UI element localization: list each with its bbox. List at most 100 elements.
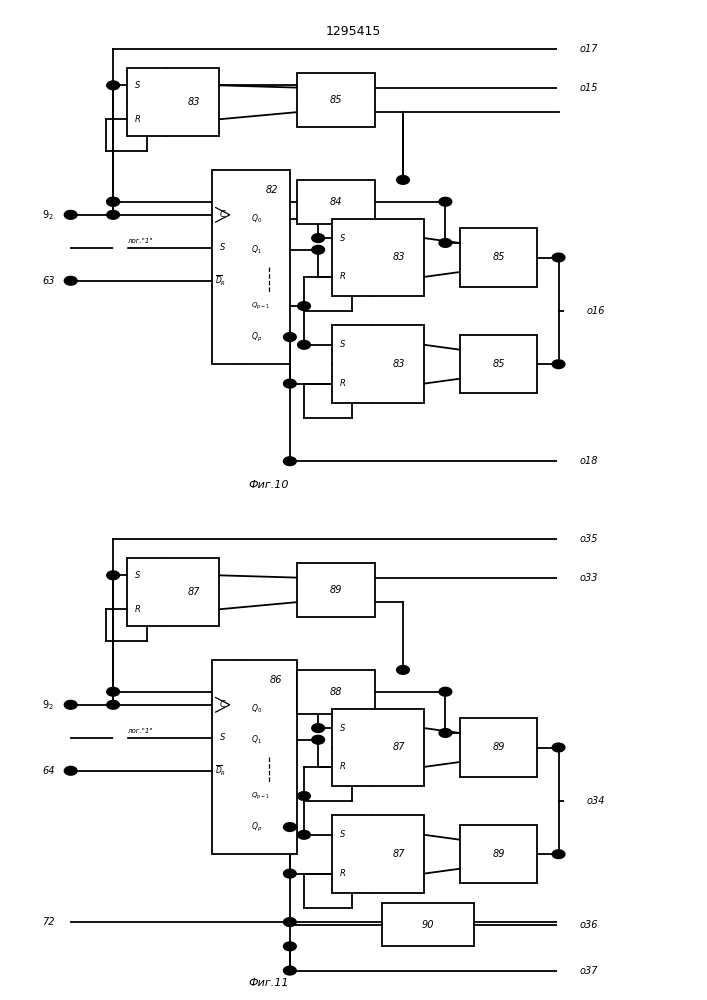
Circle shape [64,766,77,775]
Text: $Q_1$: $Q_1$ [251,243,262,256]
Circle shape [298,302,310,310]
Circle shape [439,729,452,737]
Text: о37: о37 [580,966,598,976]
Circle shape [558,917,573,927]
Circle shape [284,966,296,975]
Text: $9_2$: $9_2$ [42,698,54,712]
Text: $Q_p$: $Q_p$ [251,330,262,344]
Circle shape [397,176,409,184]
Text: о35: о35 [580,534,598,544]
Circle shape [107,210,119,219]
Text: 1295415: 1295415 [326,25,381,38]
Circle shape [558,919,573,930]
Bar [297,73,375,127]
Text: 89: 89 [492,742,505,752]
Text: $9_2$: $9_2$ [42,208,54,222]
Text: 85: 85 [492,359,505,369]
Circle shape [64,210,77,219]
Text: S: S [135,571,141,580]
Text: S: S [340,234,346,243]
Text: R: R [340,379,346,388]
Circle shape [107,700,119,709]
Circle shape [552,743,565,752]
Circle shape [284,333,296,341]
Text: лог."1": лог."1" [127,728,153,734]
Bar [297,180,375,224]
Circle shape [552,850,565,859]
Bar [127,558,219,626]
Circle shape [107,197,119,206]
Circle shape [298,340,310,349]
Text: 85: 85 [329,95,342,105]
Text: R: R [340,762,346,771]
Circle shape [312,234,325,242]
Text: 88: 88 [329,687,342,697]
Text: 63: 63 [42,276,55,286]
Text: лог."1": лог."1" [127,238,153,244]
Text: C: C [220,700,226,709]
Circle shape [565,306,580,316]
Text: S: S [220,243,226,252]
Text: о18: о18 [580,456,598,466]
Circle shape [312,245,325,254]
Bar [332,219,424,296]
Circle shape [284,942,296,951]
Circle shape [552,360,565,369]
Text: $Q_1$: $Q_1$ [251,733,262,746]
Circle shape [558,965,573,976]
Bar [297,563,375,617]
Text: 89: 89 [492,849,505,859]
Circle shape [439,239,452,247]
Bar [212,170,290,364]
Bar [212,660,297,854]
Text: 83: 83 [392,252,404,262]
Circle shape [114,243,127,252]
Circle shape [558,82,573,93]
Circle shape [114,733,127,742]
Text: S: S [135,81,141,90]
Circle shape [439,197,452,206]
Text: 90: 90 [421,920,434,930]
Text: R: R [340,869,346,878]
Circle shape [552,253,565,262]
Text: Фиг.10: Фиг.10 [248,480,289,490]
Text: о15: о15 [580,83,598,93]
Circle shape [284,379,296,388]
Text: 87: 87 [392,849,404,859]
Text: о34: о34 [587,796,605,806]
Text: S: S [340,724,346,733]
Text: $Q_{p-1}$: $Q_{p-1}$ [251,790,270,802]
Circle shape [558,572,573,583]
Text: 87: 87 [187,587,199,597]
Bar [460,228,537,287]
Text: $\overline{D}_R$: $\overline{D}_R$ [215,764,226,778]
Text: 86: 86 [269,675,282,685]
Text: S: S [340,340,346,349]
Circle shape [284,457,296,466]
Circle shape [298,792,310,800]
Text: $Q_p$: $Q_p$ [251,820,262,834]
Bar [297,670,375,714]
Circle shape [298,830,310,839]
Text: R: R [135,115,141,124]
Text: $Q_{p-1}$: $Q_{p-1}$ [251,300,270,312]
Bar [332,709,424,786]
Text: Фиг.11: Фиг.11 [248,978,289,988]
Bar [460,718,537,777]
Circle shape [284,823,296,831]
Text: 72: 72 [42,917,55,927]
Text: 89: 89 [329,585,342,595]
Text: S: S [220,733,226,742]
Circle shape [439,687,452,696]
Text: 87: 87 [392,742,404,752]
Circle shape [107,81,119,90]
Circle shape [284,918,296,926]
Bar [332,325,424,403]
Text: о33: о33 [580,573,598,583]
Bar [460,335,537,393]
Text: R: R [340,272,346,281]
Circle shape [558,456,573,467]
Circle shape [397,666,409,674]
Text: о16: о16 [587,306,605,316]
Text: C: C [220,210,226,219]
